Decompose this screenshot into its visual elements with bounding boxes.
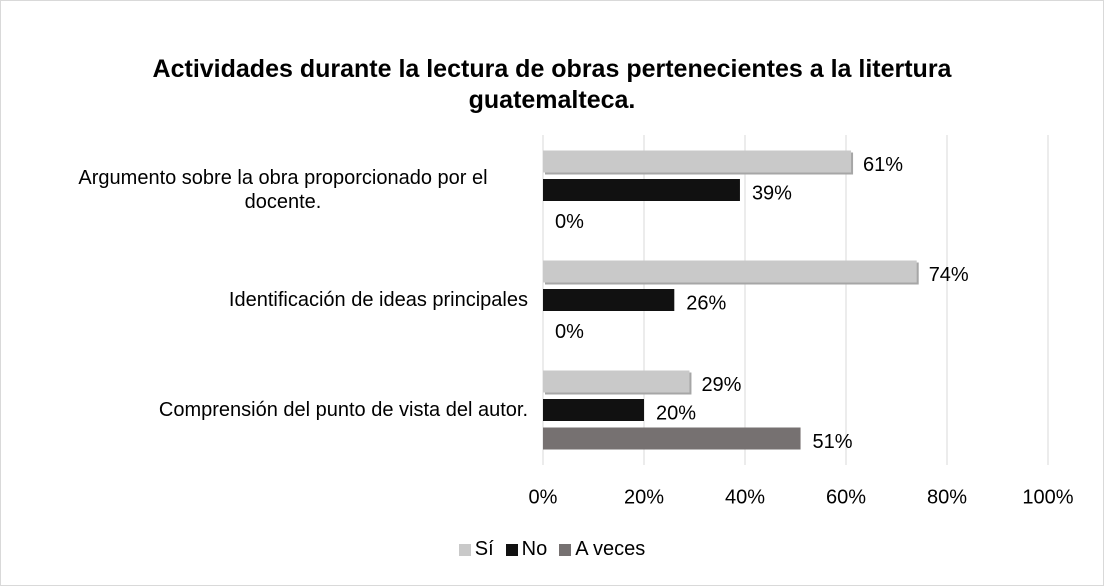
x-tick-label: 60% bbox=[826, 486, 866, 508]
bar bbox=[543, 260, 917, 283]
legend-item: A veces bbox=[559, 538, 645, 561]
data-label: 0% bbox=[555, 211, 584, 233]
x-tick-label: 40% bbox=[725, 486, 765, 508]
legend-swatch bbox=[559, 543, 572, 556]
legend-label: Sí bbox=[474, 538, 494, 560]
data-label: 74% bbox=[929, 264, 969, 286]
bar bbox=[543, 289, 675, 311]
data-label: 39% bbox=[752, 182, 792, 204]
bar bbox=[543, 179, 740, 201]
x-tick-label: 100% bbox=[1022, 486, 1073, 508]
category-label: Argumento sobre la obra proporcionado po… bbox=[78, 167, 488, 213]
legend-label: No bbox=[521, 538, 548, 560]
legend: Sí No A veces bbox=[0, 538, 1104, 561]
data-label: 51% bbox=[813, 431, 853, 453]
data-label: 61% bbox=[863, 154, 903, 176]
data-label: 29% bbox=[701, 374, 741, 396]
x-tick-label: 80% bbox=[927, 486, 967, 508]
chart-title: Actividades durante la lectura de obras … bbox=[152, 55, 952, 114]
bar bbox=[543, 370, 690, 393]
category-label: Identificación de ideas principales bbox=[228, 289, 528, 311]
category-label: Comprensión del punto de vista del autor… bbox=[158, 399, 528, 421]
data-label: 0% bbox=[555, 321, 584, 343]
legend-swatch bbox=[505, 543, 518, 556]
x-tick-label: 20% bbox=[624, 486, 664, 508]
bar bbox=[543, 427, 801, 450]
legend-item: No bbox=[505, 538, 548, 561]
legend-label: A veces bbox=[575, 538, 646, 560]
data-label: 20% bbox=[656, 402, 696, 424]
legend-item: Sí bbox=[458, 538, 494, 561]
bar bbox=[543, 150, 852, 173]
x-tick-label: 0% bbox=[529, 486, 558, 508]
data-label: 26% bbox=[686, 292, 726, 314]
bar bbox=[543, 399, 644, 421]
legend-swatch bbox=[458, 543, 471, 556]
